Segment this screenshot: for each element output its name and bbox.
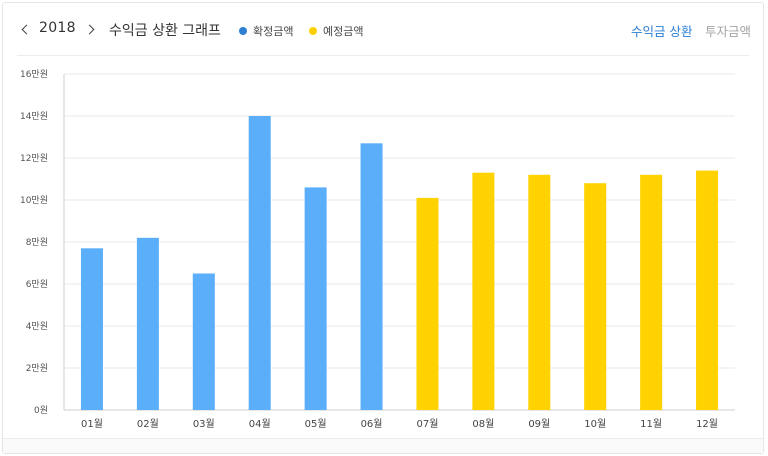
x-tick-label: 03월 [193, 418, 215, 430]
x-tick-label: 10월 [584, 418, 606, 430]
bar-1[interactable] [80, 248, 103, 410]
bar-8[interactable] [472, 172, 495, 410]
x-tick-label: 12월 [696, 418, 718, 430]
year-label: 2018 [39, 20, 76, 36]
y-tick-label: 6만원 [26, 279, 48, 290]
card-footer [3, 438, 763, 453]
bar-6[interactable] [360, 143, 383, 411]
y-tick-label: 10만원 [20, 195, 48, 206]
legend-confirmed-label: 확정금액 [253, 25, 294, 38]
bar-7[interactable] [416, 197, 439, 410]
bar-3[interactable] [192, 273, 215, 411]
y-tick-label: 16만원 [20, 69, 48, 80]
bar-10[interactable] [584, 183, 607, 410]
bar-12[interactable] [696, 170, 719, 410]
x-tick-label: 02월 [137, 418, 159, 430]
y-tick-label: 0원 [34, 405, 48, 416]
x-tick-label: 05월 [305, 418, 327, 430]
chart-header: 2018 수익금 상환 그래프 확정금액 예정금액 수익금 상환 투자금액 [3, 3, 763, 55]
x-tick-label: 06월 [361, 418, 383, 430]
bar-5[interactable] [304, 187, 327, 410]
bar-11[interactable] [640, 174, 663, 410]
y-tick-label: 14만원 [20, 111, 48, 122]
header-divider [17, 55, 749, 56]
y-tick-label: 12만원 [20, 153, 48, 164]
legend-confirmed: 확정금액 [239, 23, 293, 39]
bar-2[interactable] [136, 237, 159, 410]
y-tick-label: 2만원 [26, 363, 48, 374]
x-tick-label: 07월 [416, 418, 438, 430]
y-tick-label: 8만원 [26, 237, 48, 248]
x-tick-label: 04월 [249, 418, 271, 430]
chart-title: 수익금 상환 그래프 [109, 23, 221, 39]
x-tick-label: 09월 [528, 418, 550, 430]
tab-investment-amount[interactable]: 투자금액 [705, 24, 752, 39]
x-tick-label: 08월 [472, 418, 494, 430]
legend-dot-icon [309, 27, 317, 35]
x-tick-label: 11월 [640, 418, 662, 430]
bar-9[interactable] [528, 174, 551, 410]
legend-expected: 예정금액 [309, 23, 363, 39]
legend-dot-icon [239, 27, 247, 35]
legend-expected-label: 예정금액 [323, 25, 364, 38]
bar-4[interactable] [248, 116, 271, 410]
x-tick-label: 01월 [81, 418, 103, 430]
y-tick-label: 4만원 [26, 321, 48, 332]
tab-revenue-repayment[interactable]: 수익금 상환 [631, 24, 693, 39]
